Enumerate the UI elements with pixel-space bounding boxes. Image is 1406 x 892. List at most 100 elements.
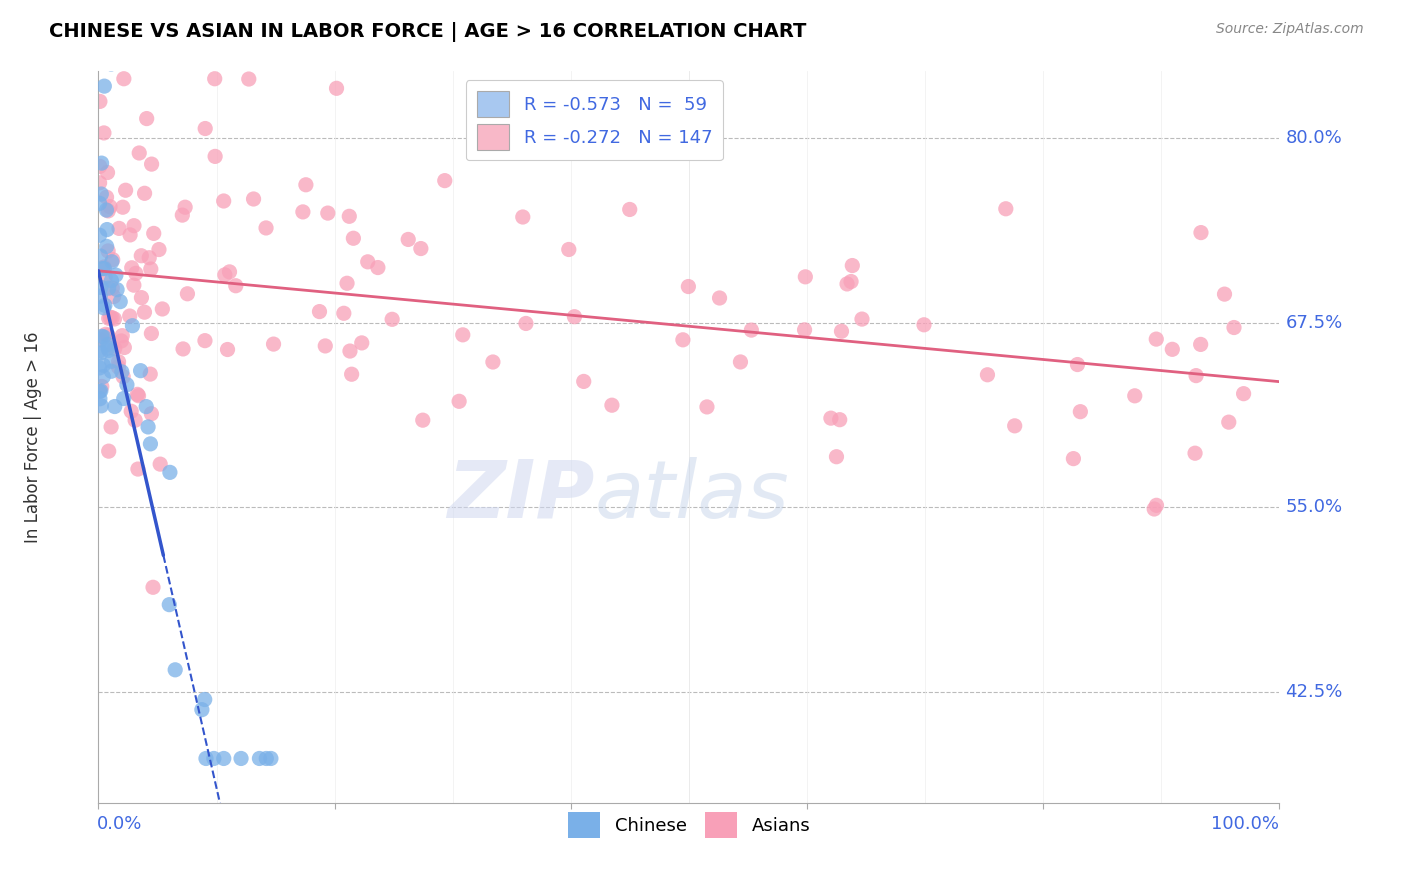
Point — [89, 95, 111, 109]
Point — [141, 407, 163, 421]
Text: CHINESE VS ASIAN IN LABOR FORCE | AGE > 16 CORRELATION CHART: CHINESE VS ASIAN IN LABOR FORCE | AGE > … — [49, 22, 807, 42]
Point — [121, 260, 143, 275]
Point — [820, 411, 842, 425]
Point — [93, 260, 115, 274]
Point — [482, 355, 505, 369]
Point — [97, 444, 120, 458]
Point — [135, 400, 157, 414]
Point — [830, 324, 852, 338]
Point — [316, 206, 339, 220]
Point — [1004, 418, 1026, 433]
Point — [202, 751, 225, 765]
Point — [139, 262, 162, 277]
Point — [291, 205, 314, 219]
Point — [1143, 502, 1166, 516]
Point — [381, 312, 404, 326]
Point — [194, 121, 217, 136]
Point — [165, 663, 187, 677]
Point — [172, 342, 194, 356]
Point — [107, 359, 129, 374]
Point — [396, 232, 419, 246]
Point — [225, 278, 247, 293]
Point — [111, 200, 134, 214]
Point — [1223, 320, 1246, 334]
Point — [1144, 332, 1167, 346]
Point — [1218, 415, 1240, 429]
Point — [96, 222, 118, 236]
Point — [851, 312, 873, 326]
Point — [112, 341, 135, 355]
Point — [134, 186, 156, 201]
Point — [194, 692, 217, 706]
Point — [1062, 451, 1084, 466]
Point — [825, 450, 848, 464]
Point — [451, 327, 474, 342]
Point — [142, 580, 165, 594]
Point — [94, 270, 117, 285]
Point — [97, 341, 120, 355]
Point — [121, 318, 143, 333]
Point — [107, 355, 129, 369]
Point — [176, 286, 198, 301]
Point — [709, 291, 731, 305]
Point — [600, 398, 623, 412]
Point — [100, 364, 122, 378]
Point — [138, 251, 160, 265]
Point — [696, 400, 718, 414]
Point — [98, 200, 121, 214]
Point — [90, 329, 112, 343]
Point — [194, 334, 217, 348]
Point — [839, 275, 862, 289]
Point — [124, 413, 146, 427]
Point — [564, 310, 586, 324]
Point — [740, 323, 762, 337]
Point — [127, 387, 149, 401]
Point — [104, 268, 127, 282]
Point — [90, 379, 112, 393]
Point — [141, 157, 163, 171]
Point — [96, 190, 118, 204]
Point — [91, 369, 114, 384]
Text: 42.5%: 42.5% — [1285, 683, 1343, 701]
Point — [174, 200, 197, 214]
Point — [204, 71, 226, 86]
Point — [1213, 287, 1236, 301]
Point — [149, 457, 172, 471]
Point — [558, 243, 581, 257]
Point — [90, 156, 112, 170]
Point — [191, 703, 214, 717]
Point — [112, 369, 135, 384]
Point — [148, 243, 170, 257]
Text: In Labor Force | Age > 16: In Labor Force | Age > 16 — [24, 331, 42, 543]
Point — [619, 202, 641, 217]
Point — [122, 219, 145, 233]
Point — [214, 268, 236, 282]
Point — [112, 392, 135, 406]
Point — [135, 112, 157, 126]
Point — [337, 210, 360, 224]
Point — [229, 751, 252, 765]
Point — [350, 335, 373, 350]
Point — [828, 413, 851, 427]
Text: 80.0%: 80.0% — [1285, 128, 1343, 147]
Point — [120, 227, 142, 242]
Point — [1146, 498, 1168, 512]
Text: atlas: atlas — [595, 457, 789, 534]
Text: Source: ZipAtlas.com: Source: ZipAtlas.com — [1216, 22, 1364, 37]
Point — [912, 318, 935, 332]
Point — [89, 289, 111, 303]
Point — [314, 339, 336, 353]
Point — [142, 227, 165, 241]
Point — [91, 358, 114, 372]
Text: 100.0%: 100.0% — [1212, 814, 1279, 832]
Point — [112, 71, 135, 86]
Point — [794, 269, 817, 284]
Point — [433, 173, 456, 187]
Point — [98, 310, 121, 325]
Point — [128, 146, 150, 161]
Point — [340, 368, 363, 382]
Point — [218, 265, 240, 279]
Point — [512, 210, 534, 224]
Point — [129, 364, 152, 378]
Point — [515, 317, 537, 331]
